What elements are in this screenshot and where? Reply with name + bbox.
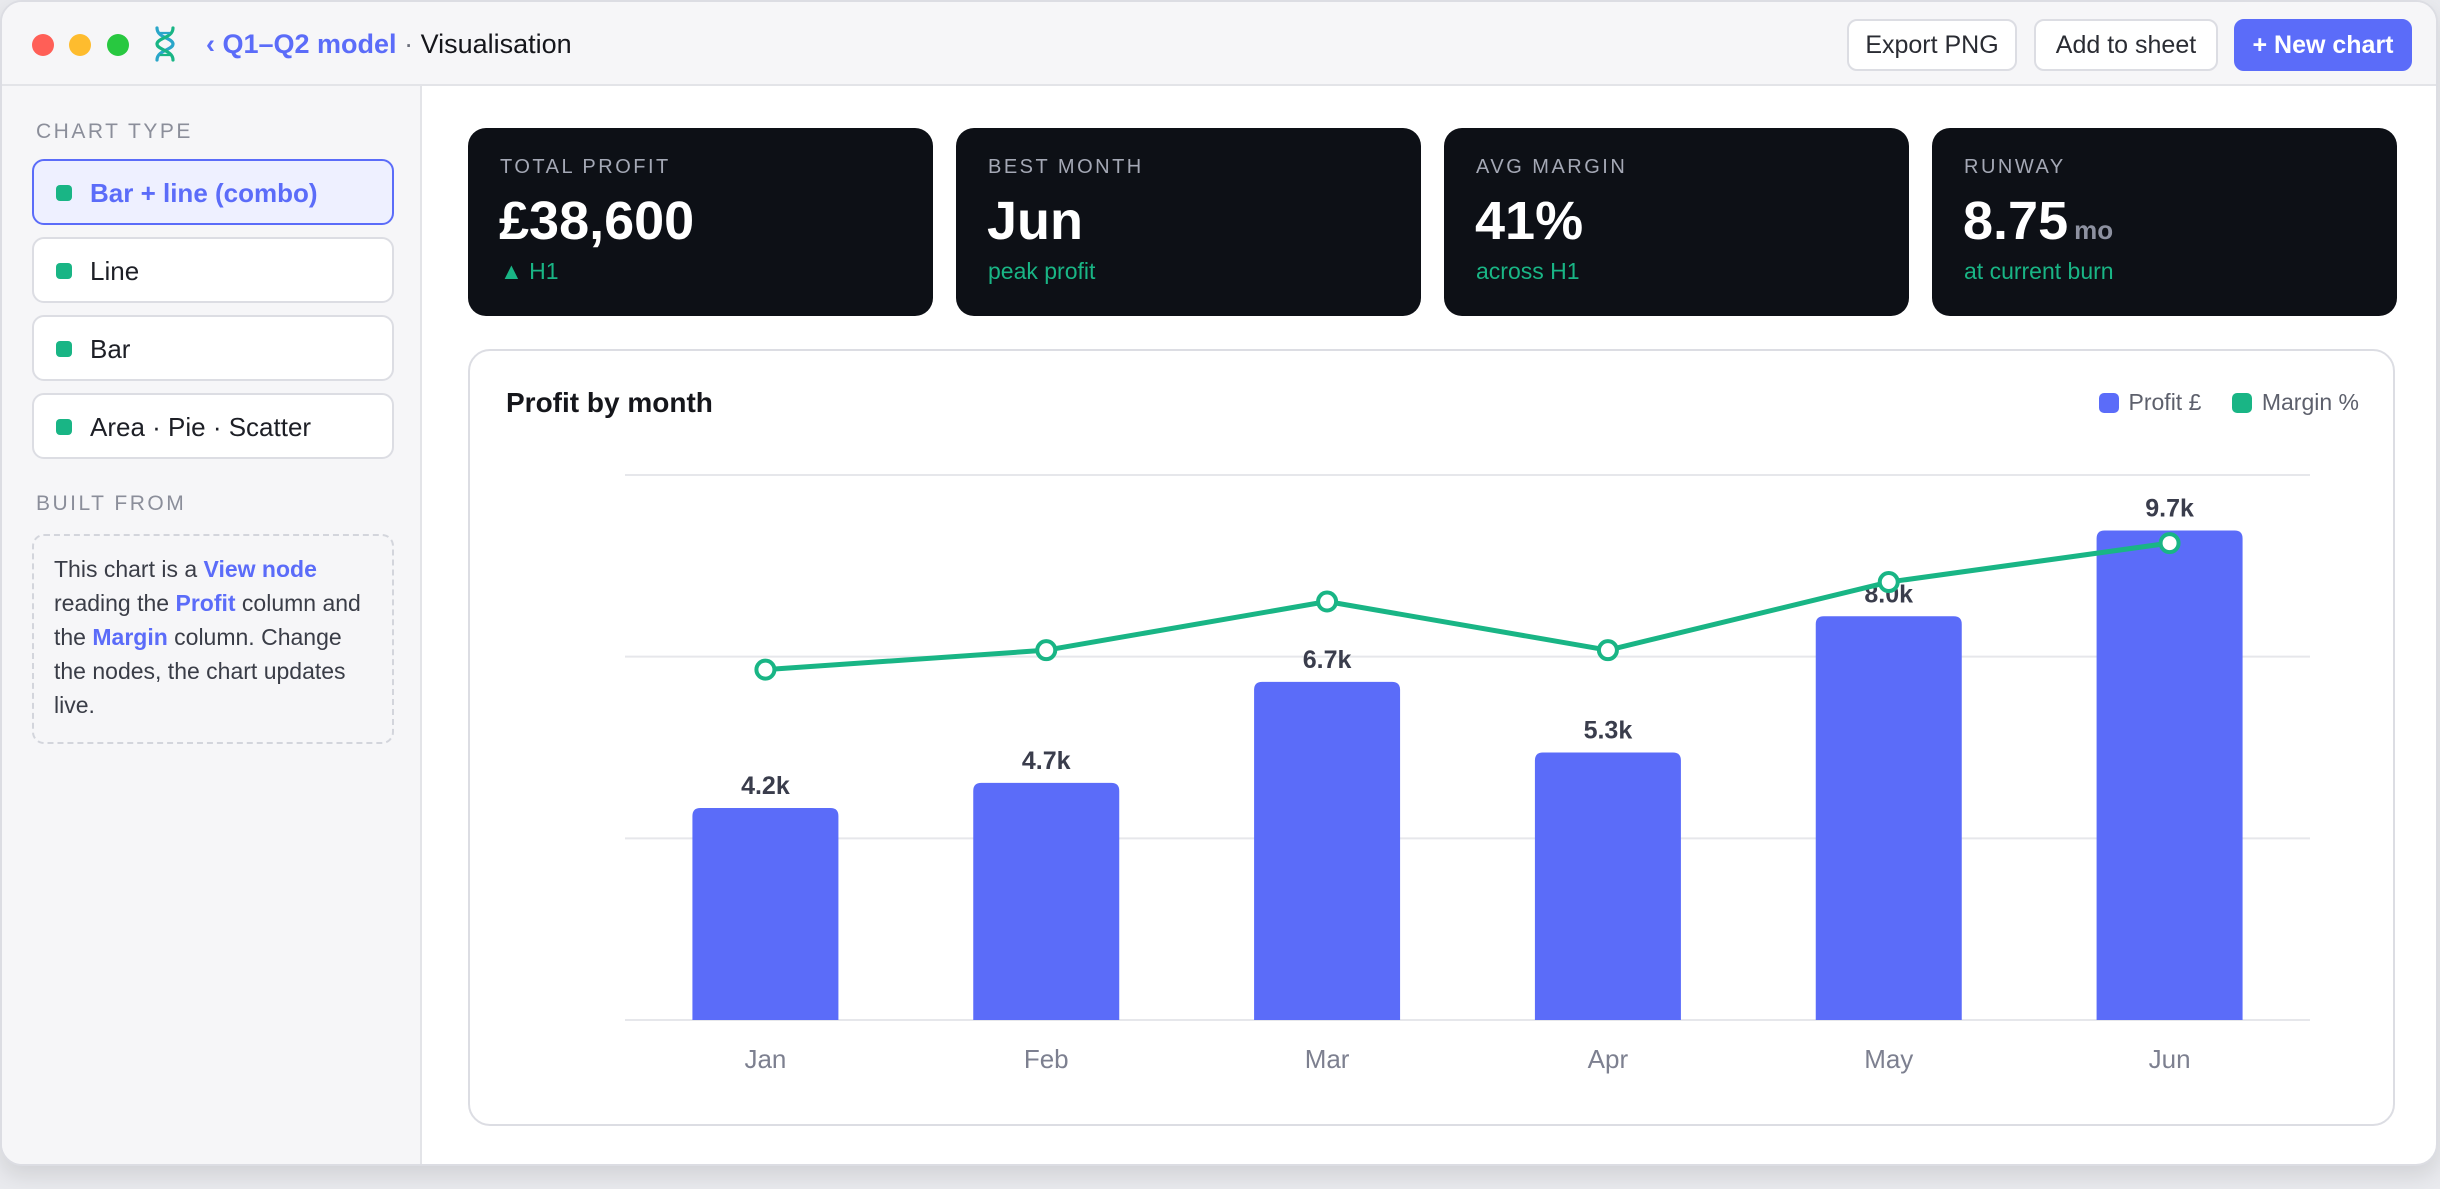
export-png-button[interactable]: Export PNG bbox=[1847, 19, 2017, 71]
kpi-card-best-month: BEST MONTH Jun peak profit bbox=[956, 128, 1421, 316]
bar bbox=[973, 782, 1120, 1020]
margin-point bbox=[1877, 571, 1900, 594]
kpi-subtext: at current burn bbox=[1964, 258, 2114, 284]
breadcrumb-back-link[interactable]: ‹ Q1–Q2 model bbox=[206, 29, 397, 59]
chart-type-option-line[interactable]: Line bbox=[32, 237, 394, 303]
note-text: column. Change the nodes, the chart upda… bbox=[54, 624, 346, 718]
chart-type-option-combo[interactable]: Bar + line (combo) bbox=[32, 159, 394, 225]
new-chart-button[interactable]: + New chart bbox=[2234, 19, 2412, 71]
minimize-window-button[interactable] bbox=[69, 34, 91, 56]
x-tick-label: Jan bbox=[744, 1044, 786, 1074]
bar-value-label: 6.7k bbox=[1303, 646, 1352, 674]
kpi-label: RUNWAY bbox=[1964, 156, 2066, 178]
dna-icon bbox=[155, 26, 175, 62]
kpi-label: BEST MONTH bbox=[988, 156, 1144, 178]
legend-swatch-profit bbox=[2098, 393, 2119, 413]
kpi-label: AVG MARGIN bbox=[1476, 156, 1628, 178]
option-dot-icon bbox=[56, 263, 72, 279]
margin-column-link[interactable]: Margin bbox=[92, 624, 168, 650]
breadcrumb-current: Visualisation bbox=[420, 29, 572, 59]
note-text: column and the bbox=[54, 590, 361, 650]
x-tick-label: Mar bbox=[1305, 1044, 1350, 1074]
kpi-value: 41% bbox=[1475, 190, 1583, 252]
chart-type-option-label: Bar bbox=[90, 334, 131, 364]
x-tick-label: Jun bbox=[2149, 1044, 2191, 1074]
kpi-value-number: 8.75 bbox=[1963, 191, 2069, 251]
built-from-heading: BUILT FROM bbox=[36, 492, 187, 515]
legend-label-profit: Profit £ bbox=[2128, 389, 2202, 415]
kpi-unit: mo bbox=[2074, 215, 2114, 245]
zoom-window-button[interactable] bbox=[107, 34, 129, 56]
margin-point bbox=[1035, 639, 1058, 662]
margin-point bbox=[754, 658, 777, 681]
app-window: ‹ Q1–Q2 model · Visualisation Export PNG… bbox=[0, 0, 2438, 1166]
bar-value-label: 4.2k bbox=[741, 772, 790, 800]
chart-title: Profit by month bbox=[506, 387, 713, 418]
margin-series-line bbox=[762, 540, 2173, 673]
bar bbox=[1815, 616, 1962, 1020]
chart-type-option-label: Line bbox=[90, 256, 140, 286]
combo-chart: 4.2kJan4.7kFeb6.7kMar5.3kApr8.0kMay9.7kJ… bbox=[625, 474, 2310, 1074]
breadcrumb-separator: · bbox=[396, 29, 421, 59]
kpi-value: £38,600 bbox=[499, 190, 694, 252]
kpi-value-number: Jun bbox=[987, 191, 1084, 251]
note-text: This chart is a bbox=[54, 556, 204, 582]
kpi-subtext: ▲ H1 bbox=[500, 258, 559, 284]
chart-type-option-area-pie-scatter[interactable]: Area · Pie · Scatter bbox=[32, 393, 394, 459]
kpi-card-avg-margin: AVG MARGIN 41% across H1 bbox=[1444, 128, 1909, 316]
chart-type-option-bar[interactable]: Bar bbox=[32, 315, 394, 381]
breadcrumb: ‹ Q1–Q2 model · Visualisation bbox=[206, 28, 572, 60]
view-node-link[interactable]: View node bbox=[203, 556, 317, 582]
bar bbox=[2096, 530, 2243, 1020]
chart-type-option-label: Bar + line (combo) bbox=[90, 178, 318, 208]
margin-point bbox=[2158, 532, 2181, 555]
kpi-value: Jun bbox=[987, 190, 1083, 252]
chart-panel: Profit by month Profit £ Margin % 4.2k Ja… bbox=[468, 349, 2395, 1126]
x-tick-label: Apr bbox=[1588, 1044, 1629, 1074]
bar bbox=[1254, 681, 1401, 1020]
note-text: reading the bbox=[54, 590, 176, 616]
add-to-sheet-button[interactable]: Add to sheet bbox=[2034, 19, 2218, 71]
x-tick-label: Feb bbox=[1024, 1044, 1069, 1074]
legend-label-margin: Margin % bbox=[2261, 389, 2359, 415]
bar bbox=[692, 808, 839, 1020]
kpi-card-total-profit: TOTAL PROFIT £38,600 ▲ H1 bbox=[468, 128, 933, 316]
bar-value-label: 4.7k bbox=[1022, 747, 1071, 775]
kpi-value: 8.75 mo bbox=[1963, 190, 2113, 261]
built-from-note: This chart is a View node reading the Pr… bbox=[32, 534, 394, 744]
option-dot-icon bbox=[56, 419, 72, 435]
title-bar: ‹ Q1–Q2 model · Visualisation Export PNG… bbox=[2, 2, 2436, 86]
bar-value-label: 5.3k bbox=[1584, 717, 1633, 745]
margin-point bbox=[1596, 639, 1619, 662]
legend-swatch-margin bbox=[2231, 393, 2252, 413]
kpi-subtext: peak profit bbox=[988, 258, 1096, 284]
chart-type-option-label: Area · Pie · Scatter bbox=[90, 412, 312, 442]
margin-point bbox=[1316, 590, 1339, 613]
x-tick-label: May bbox=[1864, 1044, 1913, 1074]
close-window-button[interactable] bbox=[32, 34, 54, 56]
legend-item-profit[interactable]: Profit £ bbox=[2098, 389, 2202, 416]
option-dot-icon bbox=[56, 185, 72, 201]
bar-value-label: 9.7k bbox=[2145, 495, 2194, 523]
kpi-value-number: 41% bbox=[1475, 191, 1584, 251]
kpi-subtext: across H1 bbox=[1476, 258, 1580, 284]
profit-column-link[interactable]: Profit bbox=[175, 590, 236, 616]
kpi-card-runway: RUNWAY 8.75 mo at current burn bbox=[1932, 128, 2397, 316]
sidebar: CHART TYPE Bar + line (combo) Line Bar A… bbox=[2, 86, 422, 1164]
option-dot-icon bbox=[56, 341, 72, 357]
kpi-value-number: £38,600 bbox=[499, 191, 695, 251]
chart-type-heading: CHART TYPE bbox=[36, 120, 193, 143]
legend-item-margin[interactable]: Margin % bbox=[2231, 389, 2359, 416]
kpi-label: TOTAL PROFIT bbox=[500, 156, 671, 178]
chart-legend: Profit £ Margin % bbox=[2073, 389, 2359, 419]
bar bbox=[1534, 752, 1681, 1020]
